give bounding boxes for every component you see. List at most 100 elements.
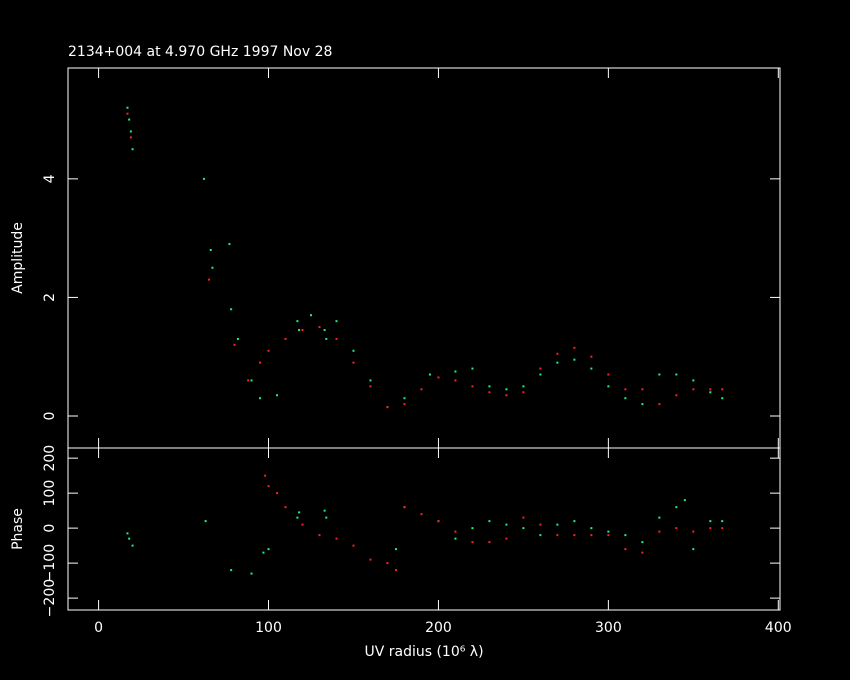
data-point: [488, 385, 491, 388]
data-point: [267, 485, 270, 488]
data-point: [556, 523, 559, 526]
data-point: [296, 516, 299, 519]
data-point: [675, 506, 678, 509]
data-point: [211, 266, 214, 269]
data-point: [131, 544, 134, 547]
data-point: [471, 541, 474, 544]
data-point: [129, 136, 132, 139]
data-point: [683, 499, 686, 502]
data-point: [709, 520, 712, 523]
data-point: [505, 388, 508, 391]
x-tick-label: 0: [94, 620, 103, 636]
data-point: [556, 352, 559, 355]
data-point: [325, 516, 328, 519]
data-point: [658, 516, 661, 519]
data-point: [437, 520, 440, 523]
data-point: [394, 569, 397, 572]
data-point: [607, 385, 610, 388]
data-point: [641, 388, 644, 391]
data-point: [276, 492, 279, 495]
data-point: [709, 388, 712, 391]
data-point: [721, 527, 724, 530]
x-tick-label: 100: [255, 620, 282, 636]
data-point: [454, 537, 457, 540]
data-point: [607, 534, 610, 537]
chart-title: 2134+004 at 4.970 GHz 1997 Nov 28: [68, 44, 332, 60]
data-point: [675, 373, 678, 376]
data-point: [454, 370, 457, 373]
data-point: [692, 548, 695, 551]
data-point: [267, 548, 270, 551]
data-point: [721, 397, 724, 400]
data-point: [209, 248, 212, 251]
data-point: [335, 537, 338, 540]
data-point: [403, 397, 406, 400]
data-point: [471, 367, 474, 370]
y-tick-label: 0: [42, 524, 58, 533]
y-tick-label: 2: [42, 293, 58, 302]
data-point: [590, 527, 593, 530]
data-point: [624, 534, 627, 537]
data-point: [296, 320, 299, 323]
data-point: [369, 558, 372, 561]
data-point: [692, 379, 695, 382]
data-point: [709, 391, 712, 394]
data-point: [335, 337, 338, 340]
data-point: [539, 373, 542, 376]
data-point: [437, 376, 440, 379]
data-point: [420, 388, 423, 391]
data-point: [539, 367, 542, 370]
data-point: [352, 361, 355, 364]
data-point: [658, 403, 661, 406]
data-point: [721, 388, 724, 391]
data-point: [325, 337, 328, 340]
data-point: [262, 551, 265, 554]
data-point: [522, 516, 525, 519]
data-point: [284, 337, 287, 340]
data-point: [709, 527, 712, 530]
data-point: [403, 506, 406, 509]
data-point: [522, 385, 525, 388]
data-point: [352, 544, 355, 547]
x-tick-label: 400: [765, 620, 792, 636]
y-axis-label: Amplitude: [10, 222, 26, 294]
data-point: [298, 329, 301, 332]
data-point: [250, 379, 253, 382]
data-point: [556, 361, 559, 364]
data-point: [505, 537, 508, 540]
data-point: [386, 406, 389, 409]
data-point: [247, 379, 250, 382]
x-axis-label: UV radius (10⁶ λ): [364, 644, 483, 660]
data-point: [298, 511, 301, 514]
y-tick-label: 0: [42, 412, 58, 421]
data-point: [454, 530, 457, 533]
data-point: [128, 537, 131, 540]
data-point: [394, 548, 397, 551]
data-point: [126, 112, 129, 115]
data-point: [607, 530, 610, 533]
data-point: [624, 397, 627, 400]
data-point: [323, 329, 326, 332]
data-point: [471, 527, 474, 530]
data-point: [590, 367, 593, 370]
data-point: [284, 506, 287, 509]
data-point: [573, 534, 576, 537]
data-point: [721, 520, 724, 523]
data-point: [539, 523, 542, 526]
data-point: [230, 308, 233, 311]
y-tick-label: −200: [42, 579, 58, 617]
data-point: [233, 343, 236, 346]
y-tick-label: 4: [42, 174, 58, 183]
data-point: [323, 509, 326, 512]
data-point: [505, 523, 508, 526]
data-point: [471, 385, 474, 388]
data-point: [505, 394, 508, 397]
y-tick-label: −100: [42, 544, 58, 582]
data-point: [301, 523, 304, 526]
data-point: [128, 118, 131, 121]
data-point: [301, 329, 304, 332]
x-tick-label: 200: [425, 620, 452, 636]
data-point: [228, 243, 231, 246]
bottom-frame: [67, 447, 781, 611]
data-point: [318, 326, 321, 329]
